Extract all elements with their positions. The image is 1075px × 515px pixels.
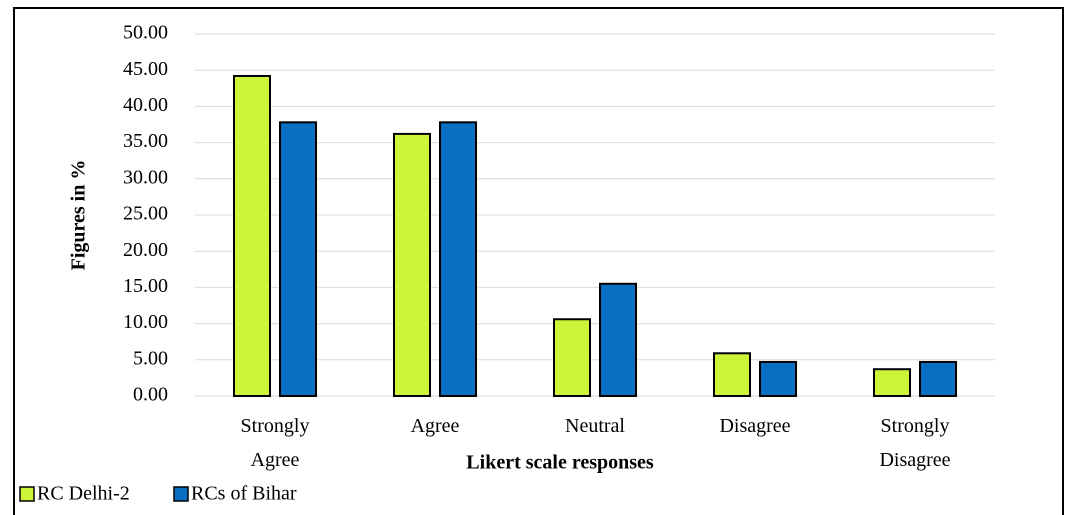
y-tick-label: 30.00 bbox=[123, 166, 168, 188]
x-tick-label: Strongly Agree bbox=[241, 415, 310, 471]
frame bbox=[13, 7, 1064, 515]
x-tick-label: Disagree bbox=[719, 415, 790, 437]
y-tick-label: 45.00 bbox=[123, 58, 168, 80]
bar bbox=[919, 360, 957, 397]
bar bbox=[439, 121, 477, 397]
y-tick-label: 35.00 bbox=[123, 130, 168, 152]
x-tick-label: Neutral bbox=[565, 415, 625, 437]
y-tick-label: 10.00 bbox=[123, 311, 168, 333]
x-tick-label: Strongly Disagree bbox=[879, 415, 950, 471]
bar bbox=[279, 121, 317, 397]
x-axis-label: Likert scale responses bbox=[466, 452, 654, 474]
bar bbox=[713, 352, 751, 397]
y-axis-label: Figures in % bbox=[68, 160, 90, 271]
bar bbox=[759, 360, 797, 397]
y-tick-label: 25.00 bbox=[123, 203, 168, 225]
legend-label: RC Delhi-2 bbox=[37, 483, 130, 505]
bar bbox=[599, 282, 637, 397]
y-tick-label: 40.00 bbox=[123, 94, 168, 116]
bar bbox=[553, 318, 591, 398]
legend-label: RCs of Bihar bbox=[191, 483, 297, 505]
y-tick-label: 50.00 bbox=[123, 22, 168, 44]
y-tick-label: 15.00 bbox=[123, 275, 168, 297]
y-tick-label: 5.00 bbox=[133, 347, 168, 369]
y-tick-label: 0.00 bbox=[133, 384, 168, 406]
legend-swatch bbox=[19, 486, 35, 502]
bar bbox=[393, 132, 431, 398]
x-tick-label: Agree bbox=[411, 415, 460, 437]
y-tick-label: 20.00 bbox=[123, 239, 168, 261]
bar bbox=[873, 368, 911, 398]
bar bbox=[233, 74, 271, 397]
legend-swatch bbox=[173, 486, 189, 502]
